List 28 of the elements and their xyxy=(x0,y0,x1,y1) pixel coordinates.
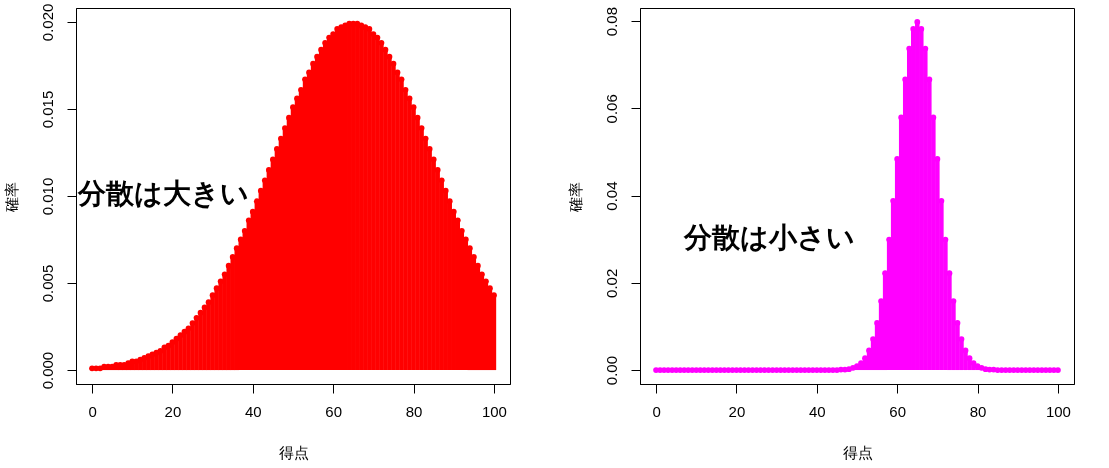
x-tick-label: 60 xyxy=(889,402,907,420)
y-tick-label: 0.02 xyxy=(602,268,620,298)
y-tick-label: 0.04 xyxy=(602,181,620,211)
x-tick-label: 0 xyxy=(88,402,97,420)
annotation: 分散は小さい xyxy=(683,222,855,253)
x-tick-label: 80 xyxy=(969,402,987,420)
x-tick-label: 40 xyxy=(244,402,262,420)
x-tick-label: 60 xyxy=(325,402,343,420)
x-tick-label: 100 xyxy=(481,402,507,420)
x-tick-label: 20 xyxy=(728,402,746,420)
y-tick-label: 0.00 xyxy=(602,355,620,386)
x-axis-title: 得点 xyxy=(842,443,873,461)
y-tick-label: 0.005 xyxy=(38,264,56,303)
y-tick-label: 0.000 xyxy=(38,351,56,390)
y-axis-title: 確率 xyxy=(2,181,20,213)
x-tick-label: 0 xyxy=(652,402,661,420)
x-tick-label: 80 xyxy=(405,402,423,420)
y-tick-label: 0.06 xyxy=(602,94,620,124)
y-tick-label: 0.08 xyxy=(602,6,620,37)
x-axis-title: 得点 xyxy=(278,443,309,461)
x-tick-label: 100 xyxy=(1045,402,1071,420)
x-tick-label: 40 xyxy=(808,402,826,420)
y-tick-label: 0.015 xyxy=(38,90,56,129)
y-tick-label: 0.010 xyxy=(38,177,56,216)
annotation: 分散は大きい xyxy=(77,178,249,209)
x-tick-label: 20 xyxy=(164,402,182,420)
y-axis-title: 確率 xyxy=(566,181,584,213)
y-tick-label: 0.020 xyxy=(38,3,56,42)
